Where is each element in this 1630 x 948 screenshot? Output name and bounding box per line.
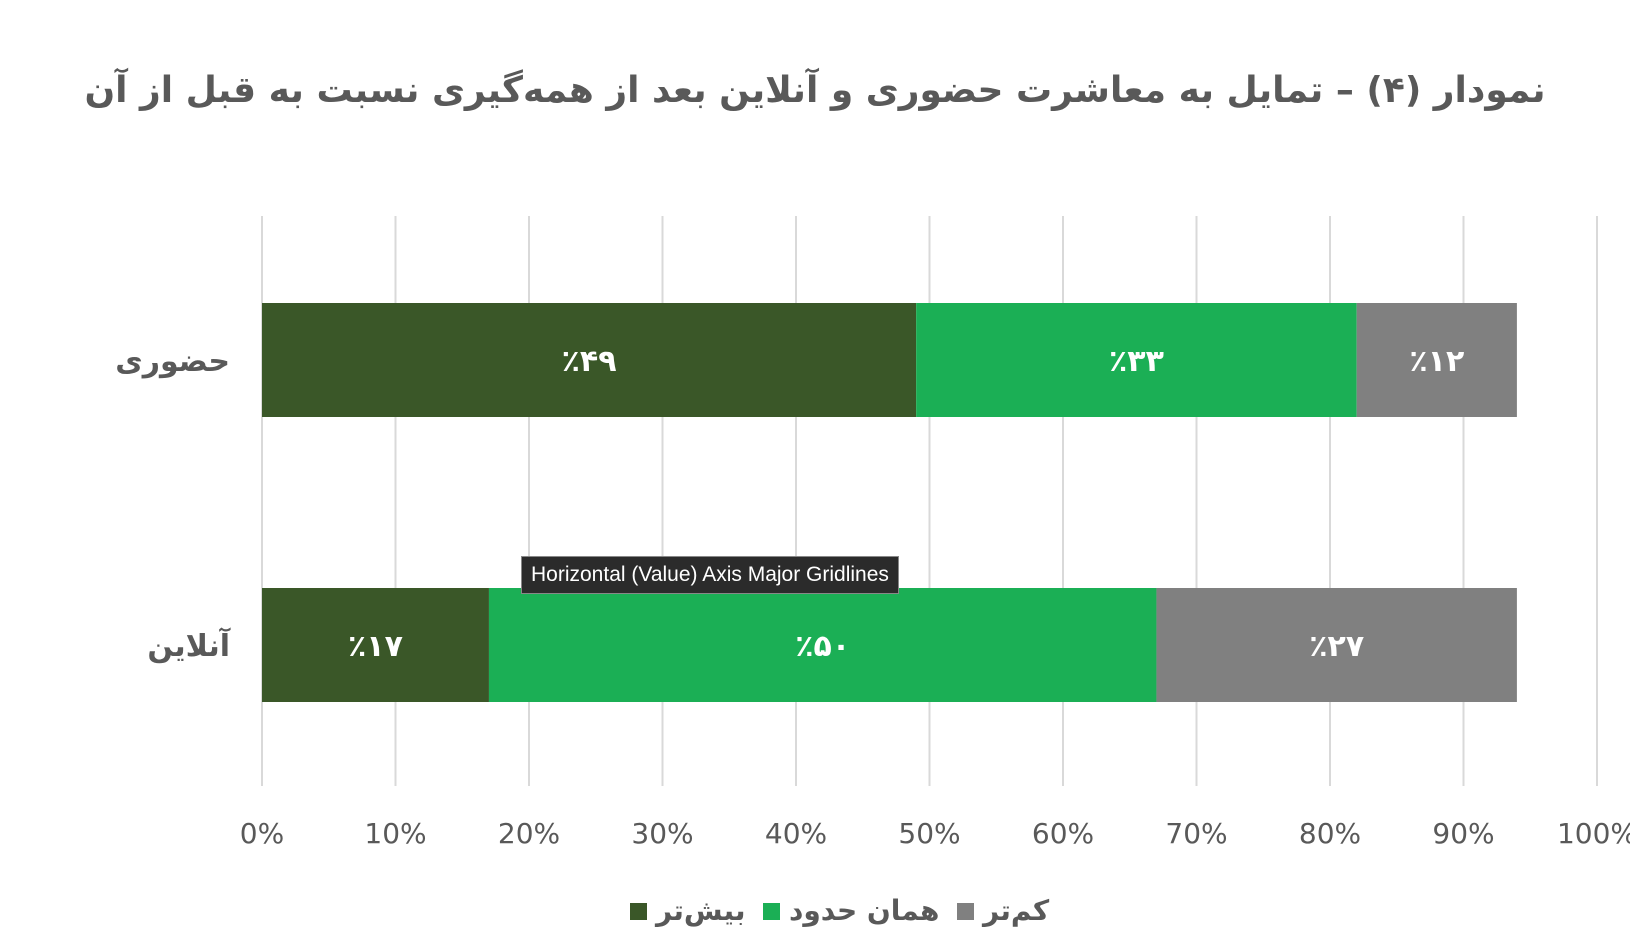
data-label: ٪۱۷ [348,629,403,664]
data-label: ٪۳۳ [1109,344,1164,379]
data-labels: ٪۴۹ ٪۳۳ ٪۱۲ ٪۱۷ ٪۵۰ ٪۲۷ [348,344,1464,664]
legend-swatch [763,903,780,920]
x-tick-label: 90% [1432,817,1494,850]
x-tick-label: 0% [240,817,284,850]
x-tick-label: 80% [1299,817,1361,850]
y-axis: حضوری آنلاین [115,344,230,664]
bar-segment [262,303,917,417]
x-tick-label: 20% [498,817,560,850]
chart-title: نمودار (۴) – تمایل به معاشرت حضوری و آنل… [84,70,1546,111]
gridlines-tooltip: Horizontal (Value) Axis Major Gridlines [521,556,899,594]
bars [262,303,1517,702]
legend: کم‌تر همان حدود بیش‌تر [630,894,1050,927]
x-axis: 0% 10% 20% 30% 40% 50% 60% 70% 80% 90% 100% [240,817,1630,850]
bar-segment [262,588,489,702]
legend-swatch [630,903,647,920]
bar-segment [1356,303,1517,417]
legend-label: بیش‌تر [654,894,745,927]
bar-segment [916,303,1357,417]
x-tick-label: 100% [1557,817,1630,850]
x-tick-label: 30% [631,817,693,850]
legend-swatch [957,903,974,920]
data-label: ٪۲۷ [1309,629,1364,664]
legend-label: همان حدود [789,894,939,927]
category-label: آنلاین [147,627,230,664]
data-label: ٪۱۲ [1409,344,1464,379]
x-tick-label: 70% [1165,817,1227,850]
category-label: حضوری [115,344,230,379]
legend-label: کم‌تر [981,894,1050,927]
x-tick-label: 10% [364,817,426,850]
data-label: ٪۵۰ [795,629,850,664]
x-tick-label: 40% [765,817,827,850]
x-tick-label: 60% [1032,817,1094,850]
x-tick-label: 50% [898,817,960,850]
bar-segment [1156,588,1517,702]
bar-segment [488,588,1157,702]
data-label: ٪۴۹ [562,344,617,379]
